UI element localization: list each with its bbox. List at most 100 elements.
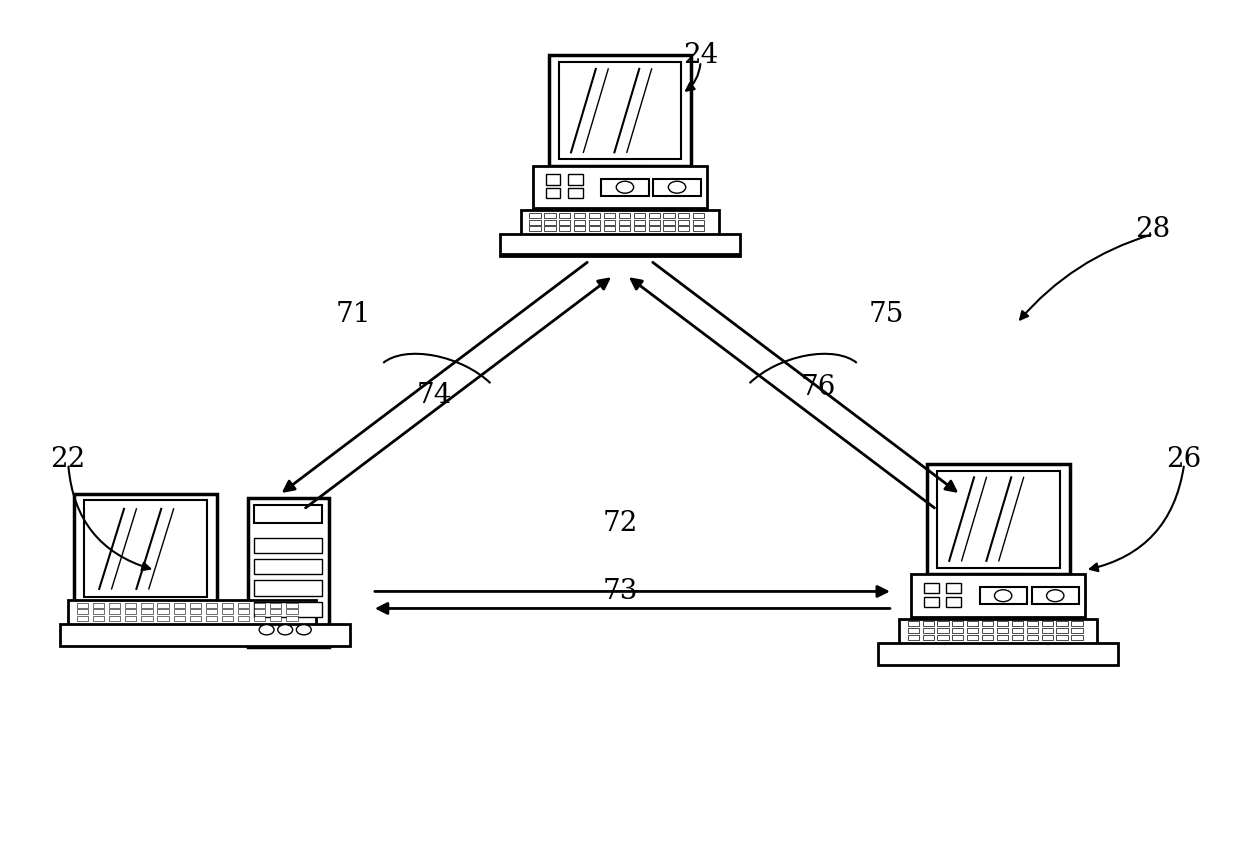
Bar xyxy=(141,616,153,621)
Bar xyxy=(1042,628,1053,633)
Bar xyxy=(568,188,583,198)
Bar xyxy=(619,213,630,218)
Bar xyxy=(1042,621,1053,626)
Bar xyxy=(1027,628,1038,633)
Bar xyxy=(190,603,201,608)
Bar xyxy=(174,603,185,608)
Bar xyxy=(93,609,104,614)
Bar xyxy=(254,559,322,574)
Bar xyxy=(174,616,185,621)
Bar xyxy=(544,213,556,218)
Bar xyxy=(222,616,233,621)
Bar xyxy=(973,574,1023,585)
Bar xyxy=(1012,635,1023,640)
Bar xyxy=(589,226,600,231)
Bar xyxy=(678,213,689,218)
Bar xyxy=(254,603,265,608)
Bar xyxy=(634,213,645,218)
Bar xyxy=(157,609,169,614)
Bar xyxy=(589,220,600,225)
Bar xyxy=(619,220,630,225)
Bar xyxy=(952,635,963,640)
Bar xyxy=(946,583,961,593)
Bar xyxy=(222,603,233,608)
Bar xyxy=(549,55,692,166)
Bar xyxy=(619,226,630,231)
Bar xyxy=(141,609,153,614)
Bar xyxy=(529,213,541,218)
Bar xyxy=(77,609,88,614)
Bar xyxy=(238,609,249,614)
Bar xyxy=(663,226,675,231)
Bar xyxy=(521,210,719,236)
Bar xyxy=(649,220,660,225)
Bar xyxy=(238,603,249,608)
Bar xyxy=(634,220,645,225)
Text: 71: 71 xyxy=(336,301,371,328)
Bar xyxy=(109,603,120,608)
Bar xyxy=(174,609,185,614)
Bar xyxy=(997,628,1008,633)
Text: 72: 72 xyxy=(603,510,637,537)
Bar xyxy=(254,580,322,596)
Circle shape xyxy=(668,181,686,193)
Circle shape xyxy=(616,181,634,193)
Bar xyxy=(937,635,949,640)
Bar xyxy=(286,616,298,621)
Bar xyxy=(206,603,217,608)
Bar xyxy=(1071,628,1083,633)
Bar xyxy=(1071,635,1083,640)
Bar xyxy=(533,166,707,208)
Bar xyxy=(663,220,675,225)
Bar xyxy=(74,494,217,604)
Bar xyxy=(574,220,585,225)
Bar xyxy=(952,628,963,633)
Circle shape xyxy=(259,625,274,635)
Bar xyxy=(980,587,1027,604)
Bar xyxy=(946,597,961,607)
Bar xyxy=(222,609,233,614)
Bar xyxy=(1027,621,1038,626)
Bar xyxy=(270,616,281,621)
Bar xyxy=(937,471,1059,568)
Bar xyxy=(908,635,919,640)
Bar xyxy=(254,609,265,614)
Bar xyxy=(286,603,298,608)
Bar xyxy=(270,603,281,608)
Bar xyxy=(1012,621,1023,626)
Bar xyxy=(601,179,649,196)
Bar xyxy=(141,603,153,608)
Bar xyxy=(546,174,560,185)
Bar xyxy=(982,621,993,626)
Bar xyxy=(544,220,556,225)
Bar xyxy=(157,616,169,621)
Bar xyxy=(604,213,615,218)
Bar xyxy=(254,505,322,523)
Bar xyxy=(109,609,120,614)
Bar xyxy=(693,213,704,218)
Bar xyxy=(634,226,645,231)
Bar xyxy=(529,220,541,225)
Bar xyxy=(589,213,600,218)
Bar xyxy=(118,604,174,617)
Bar xyxy=(908,621,919,626)
Bar xyxy=(1027,635,1038,640)
Circle shape xyxy=(296,625,311,635)
Bar xyxy=(109,616,120,621)
Bar xyxy=(924,583,939,593)
Bar xyxy=(1056,621,1068,626)
Bar xyxy=(678,220,689,225)
Bar xyxy=(568,174,583,185)
Bar xyxy=(254,538,322,553)
Bar xyxy=(559,220,570,225)
Text: 28: 28 xyxy=(1136,216,1171,243)
Bar xyxy=(286,609,298,614)
Bar xyxy=(982,635,993,640)
Bar xyxy=(937,621,949,626)
Bar xyxy=(997,635,1008,640)
Bar xyxy=(190,616,201,621)
Text: 74: 74 xyxy=(417,382,451,409)
Bar xyxy=(1042,635,1053,640)
Bar xyxy=(967,621,978,626)
Bar xyxy=(923,628,934,633)
